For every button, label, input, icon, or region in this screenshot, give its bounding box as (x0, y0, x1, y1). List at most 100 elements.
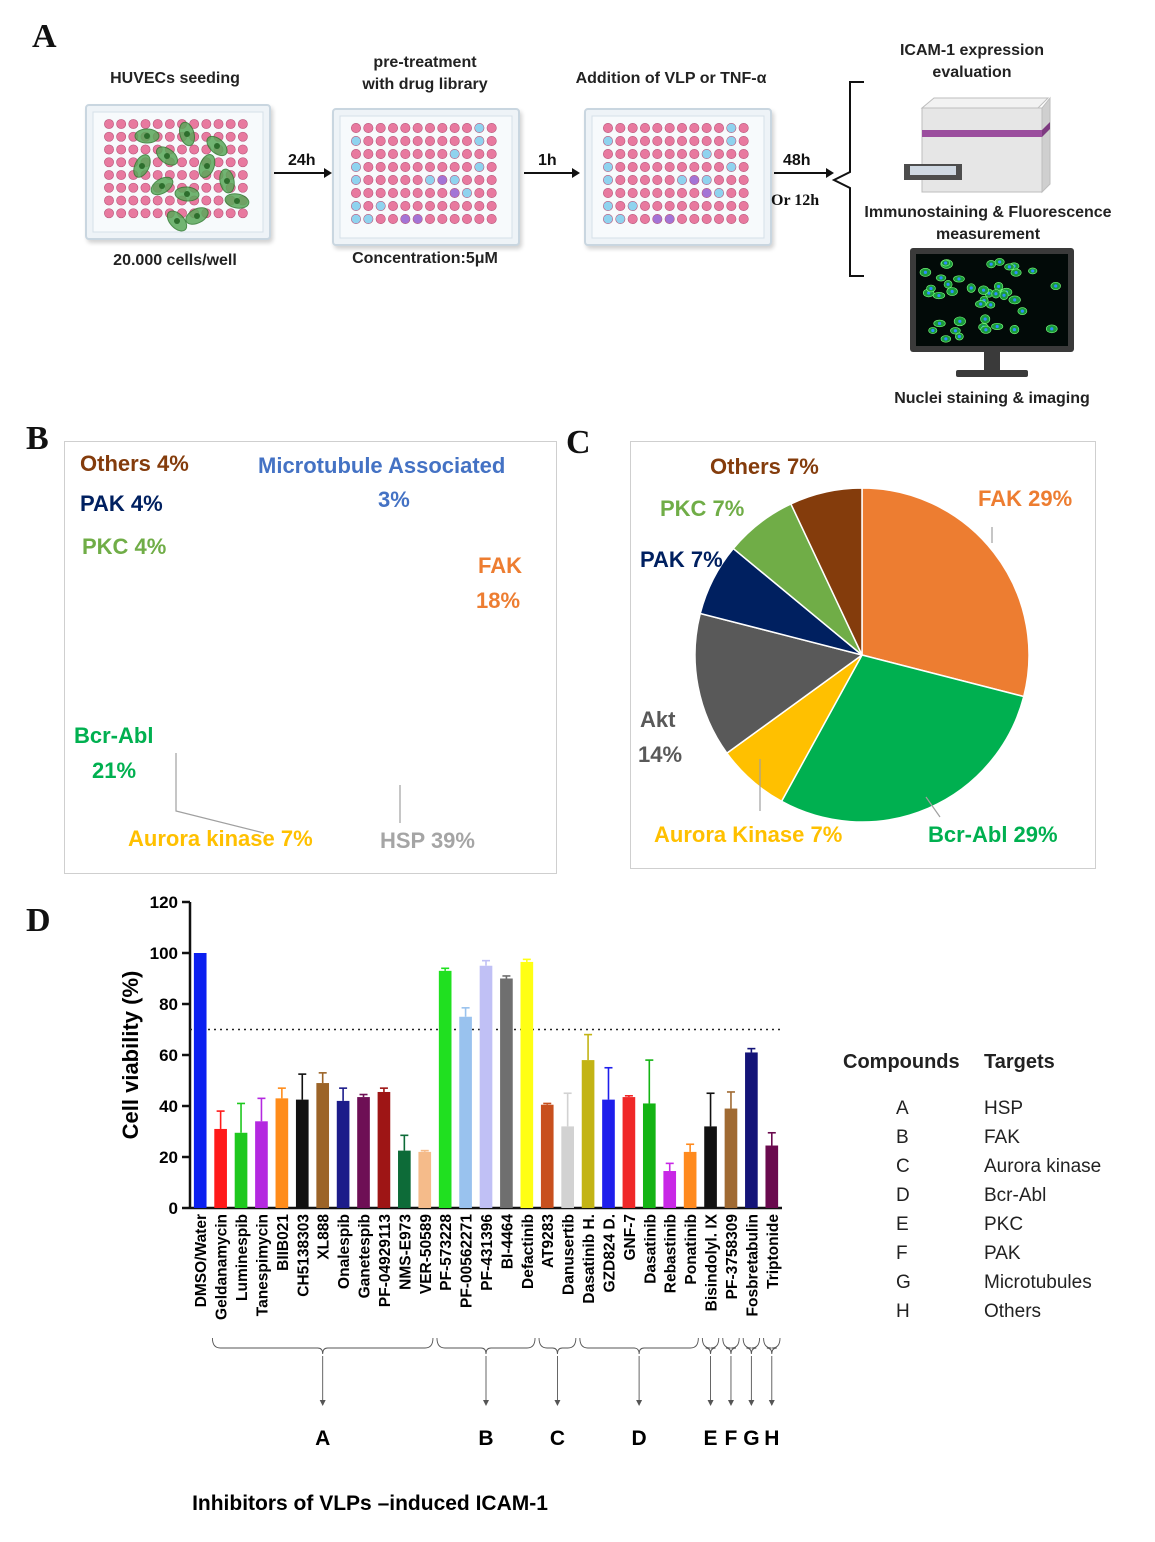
pie-c-label-pak: PAK 7% (640, 547, 723, 572)
y-tick-label: 100 (150, 944, 178, 963)
output-middle-line1: Immunostaining & Fluorescence (864, 204, 1112, 221)
bar-dmso-water (193, 953, 207, 1208)
plate-well (437, 149, 448, 159)
bar-pf-00562271 (459, 1016, 472, 1208)
cell-nucleus (184, 191, 190, 197)
plate-well (140, 144, 151, 155)
cell-nucleus (194, 213, 200, 219)
imaged-nucleus (1031, 269, 1035, 273)
legend-target: Aurora kinase (984, 1156, 1102, 1177)
x-tick-label: Tanespimycin (254, 1214, 271, 1316)
plate-well (627, 201, 638, 211)
pie-b-label-pkc: PKC 4% (82, 534, 167, 559)
plate-well (689, 149, 700, 159)
plate-well (627, 162, 638, 172)
plate-well (615, 149, 626, 159)
plate-well (164, 195, 175, 206)
plate-well (140, 195, 151, 206)
bar-biib021 (275, 1098, 289, 1208)
x-tick-label: Rebastinib (663, 1214, 680, 1293)
plate-well (412, 136, 423, 146)
step3-title: Addition of VLP or TNF-α (575, 70, 767, 87)
plate-well (474, 188, 485, 198)
legend-code: H (896, 1301, 910, 1322)
plate-well (437, 136, 448, 146)
plate-well (640, 123, 650, 133)
plate-well (714, 201, 724, 211)
step1-note: 20.000 cells/well (113, 252, 237, 269)
output-middle-line2: measurement (935, 226, 1041, 243)
plate-well (213, 208, 224, 219)
x-tick-label: AT9283 (540, 1214, 557, 1268)
legend-target: Microtubules (984, 1272, 1092, 1293)
plate-well (701, 214, 712, 224)
arrow-1h-label: 1h (538, 152, 557, 169)
x-tick-label: Dasatinib H. (581, 1214, 598, 1304)
plate-well (738, 136, 749, 146)
legend-code: E (896, 1214, 909, 1235)
y-tick-label: 0 (169, 1199, 178, 1218)
plate-well (116, 182, 127, 193)
plate-well (474, 149, 485, 159)
step1-title: HUVECs seeding (110, 70, 240, 87)
plate-well (726, 188, 737, 198)
plate-well (486, 136, 497, 146)
pie-c-label-akt: Akt (640, 707, 676, 732)
plate-well (388, 123, 398, 133)
cell-nucleus (184, 131, 190, 137)
arrow-1h (524, 168, 580, 178)
plate-well (388, 201, 398, 211)
plate-well (201, 182, 212, 193)
legend-target: PKC (984, 1214, 1024, 1235)
output-middle: Immunostaining & Fluorescence measuremen… (852, 202, 1124, 246)
plate-well (116, 195, 127, 206)
legend-target: Bcr-Abl (984, 1185, 1047, 1206)
plate-well (104, 131, 114, 142)
plate-well (652, 162, 663, 172)
x-tick-label: GZD824 D. (601, 1214, 618, 1292)
arrow-12h-label: Or 12h (771, 192, 820, 209)
x-tick-label: Dasatinib (642, 1214, 659, 1284)
x-tick-label: BIIB021 (275, 1214, 292, 1271)
plate-well (627, 188, 638, 198)
bar-xl888 (316, 1083, 330, 1208)
x-tick-label: DMSO/Water (193, 1214, 210, 1307)
plate-well (425, 136, 435, 146)
plate-well (701, 201, 712, 211)
imaging-monitor-graphic (910, 248, 1074, 377)
group-arrow-head (748, 1400, 755, 1406)
x-tick-label: BI-4464 (499, 1214, 516, 1270)
plate-well (627, 149, 638, 159)
plate-well (462, 162, 472, 172)
imaged-nucleus (953, 329, 958, 333)
plate-well (603, 123, 613, 133)
plate-well (425, 201, 435, 211)
group-arrow-head (483, 1400, 489, 1406)
plate-well (615, 123, 626, 133)
pie-b-leader-aurora (175, 753, 265, 834)
pie-c-chart (694, 487, 1030, 823)
plate-well (603, 188, 613, 198)
plate-well (701, 149, 712, 159)
pie-b-label-others: Others 4% (80, 451, 189, 476)
plate-well (388, 149, 398, 159)
bar-chart-d: 0 20 40 60 80 100 120 Cell viability (%) DMSO/Wa… (118, 893, 782, 1515)
plate-well (388, 175, 398, 185)
bar-defactinib (520, 961, 534, 1208)
plate-well (701, 136, 712, 146)
plate-well (400, 149, 411, 159)
x-tick-label: Ganetespib (357, 1214, 374, 1298)
group-bracket-d (579, 1337, 699, 1355)
plate-well (689, 162, 700, 172)
plate-well (449, 162, 460, 172)
arrow-48h (774, 168, 834, 178)
plate-well (615, 214, 626, 224)
legend-code: F (896, 1243, 908, 1264)
plate-well (437, 123, 448, 133)
imaged-nucleus (996, 284, 1001, 289)
pie-slice-akt (694, 612, 864, 755)
plate-well (677, 201, 687, 211)
cell-nucleus (234, 198, 240, 204)
imaged-nucleus (927, 291, 931, 295)
plate-well (449, 175, 460, 185)
